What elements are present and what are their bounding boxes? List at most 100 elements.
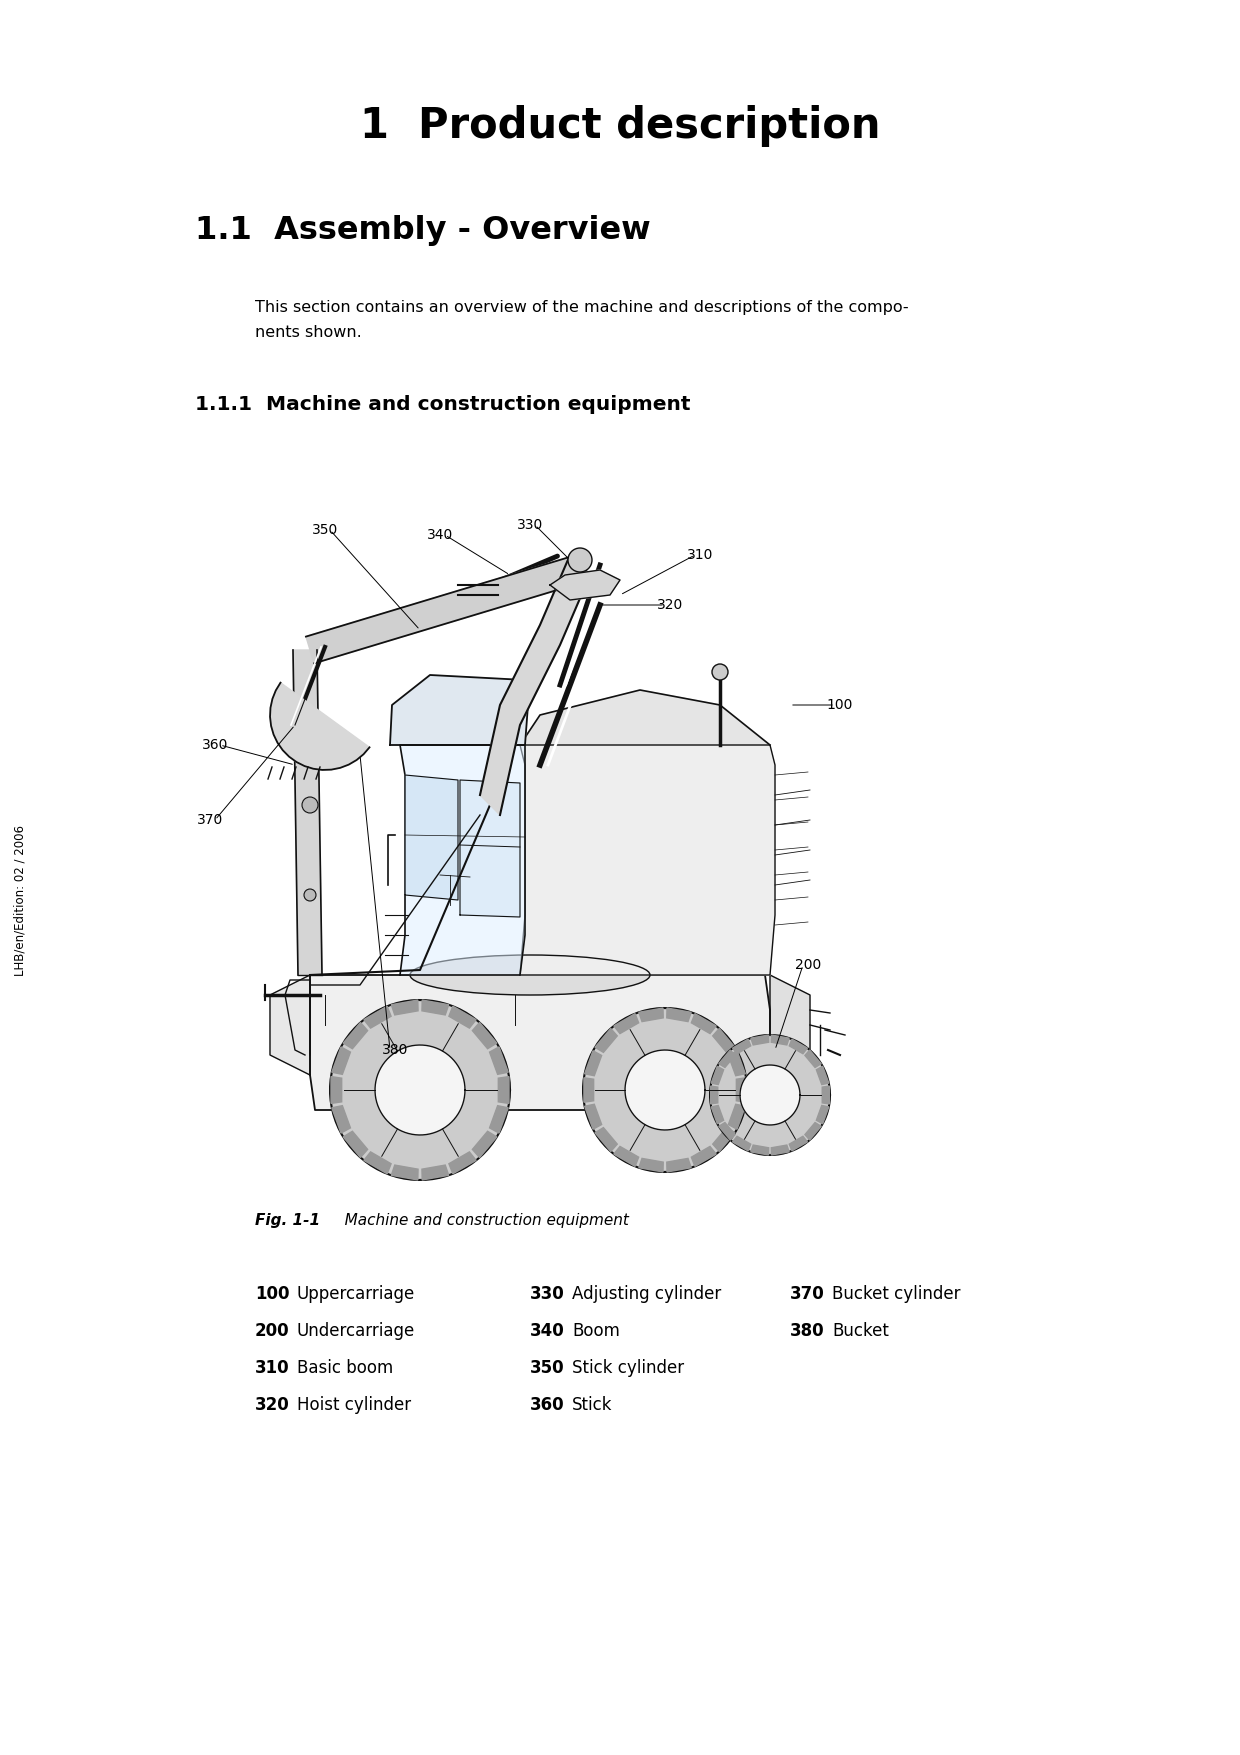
Text: 310: 310 [687, 548, 713, 562]
Polygon shape [490, 1048, 508, 1074]
Polygon shape [692, 1146, 717, 1167]
Text: Undercarriage: Undercarriage [298, 1322, 415, 1341]
Polygon shape [595, 1028, 618, 1053]
Polygon shape [790, 1135, 807, 1151]
Polygon shape [551, 570, 620, 600]
Text: Basic boom: Basic boom [298, 1358, 393, 1378]
Text: 380: 380 [790, 1322, 825, 1341]
Circle shape [568, 548, 591, 572]
Polygon shape [737, 1078, 746, 1102]
Text: 330: 330 [517, 518, 543, 532]
Text: 370: 370 [790, 1285, 825, 1302]
Polygon shape [790, 1039, 807, 1053]
Polygon shape [583, 1007, 746, 1172]
Polygon shape [751, 1144, 769, 1155]
Polygon shape [293, 649, 322, 976]
Text: 1.1  Assembly - Overview: 1.1 Assembly - Overview [195, 216, 651, 246]
Text: nents shown.: nents shown. [255, 325, 362, 340]
Polygon shape [719, 1123, 735, 1141]
Polygon shape [639, 1158, 663, 1172]
Polygon shape [332, 1048, 351, 1074]
Text: 340: 340 [529, 1322, 564, 1341]
Polygon shape [363, 1151, 391, 1174]
Polygon shape [625, 1049, 706, 1130]
Polygon shape [713, 1028, 735, 1053]
Polygon shape [692, 1014, 717, 1034]
Text: 320: 320 [657, 598, 683, 612]
Polygon shape [733, 1135, 750, 1151]
Polygon shape [822, 1086, 830, 1104]
Polygon shape [449, 1006, 476, 1028]
Polygon shape [584, 1104, 601, 1128]
Text: 370: 370 [197, 813, 223, 827]
Polygon shape [713, 1128, 735, 1151]
Polygon shape [771, 1144, 789, 1155]
Polygon shape [805, 1049, 821, 1067]
Polygon shape [751, 1035, 769, 1044]
Text: Adjusting cylinder: Adjusting cylinder [572, 1285, 722, 1302]
Text: 200: 200 [255, 1322, 290, 1341]
Polygon shape [520, 690, 770, 746]
Polygon shape [391, 676, 528, 746]
Text: 200: 200 [795, 958, 821, 972]
Polygon shape [639, 1007, 663, 1021]
Polygon shape [490, 1106, 508, 1134]
Polygon shape [711, 1035, 830, 1155]
Polygon shape [816, 1106, 828, 1123]
Polygon shape [712, 1106, 724, 1123]
Polygon shape [343, 1023, 367, 1049]
Text: Hoist cylinder: Hoist cylinder [298, 1395, 412, 1415]
Polygon shape [332, 1106, 351, 1134]
Text: Bucket cylinder: Bucket cylinder [832, 1285, 961, 1302]
Text: 360: 360 [202, 739, 228, 751]
Polygon shape [805, 1123, 821, 1141]
Text: 380: 380 [382, 1042, 408, 1057]
Polygon shape [422, 1165, 449, 1179]
Polygon shape [520, 746, 775, 976]
Text: 330: 330 [529, 1285, 564, 1302]
Polygon shape [728, 1104, 745, 1128]
Polygon shape [595, 1128, 618, 1151]
Circle shape [712, 663, 728, 679]
Polygon shape [740, 1065, 800, 1125]
Polygon shape [614, 1146, 639, 1167]
Polygon shape [306, 556, 579, 663]
Polygon shape [770, 976, 810, 1076]
Polygon shape [374, 1044, 465, 1135]
Text: 320: 320 [255, 1395, 290, 1415]
Polygon shape [460, 779, 520, 918]
Polygon shape [728, 1051, 745, 1076]
Polygon shape [331, 1076, 342, 1104]
Polygon shape [667, 1158, 691, 1172]
Text: Uppercarriage: Uppercarriage [298, 1285, 415, 1302]
Text: Stick cylinder: Stick cylinder [572, 1358, 684, 1378]
Text: Stick: Stick [572, 1395, 613, 1415]
Polygon shape [771, 1035, 789, 1044]
Polygon shape [584, 1051, 601, 1076]
Polygon shape [711, 1086, 718, 1104]
Polygon shape [719, 1049, 735, 1067]
Circle shape [304, 890, 316, 900]
Polygon shape [712, 1067, 724, 1085]
Polygon shape [363, 1006, 391, 1028]
Circle shape [303, 797, 317, 813]
Polygon shape [405, 776, 458, 900]
Text: 350: 350 [312, 523, 339, 537]
Polygon shape [498, 1076, 508, 1104]
Text: 360: 360 [529, 1395, 564, 1415]
Polygon shape [401, 746, 525, 976]
Text: 100: 100 [255, 1285, 289, 1302]
Polygon shape [422, 1000, 449, 1014]
Polygon shape [310, 976, 770, 1109]
Text: 1  Product description: 1 Product description [360, 105, 880, 147]
Polygon shape [392, 1165, 418, 1179]
Polygon shape [330, 1000, 510, 1179]
Text: Boom: Boom [572, 1322, 620, 1341]
Polygon shape [270, 683, 370, 770]
Ellipse shape [410, 955, 650, 995]
Text: Bucket: Bucket [832, 1322, 889, 1341]
Text: This section contains an overview of the machine and descriptions of the compo-: This section contains an overview of the… [255, 300, 909, 314]
Polygon shape [472, 1023, 497, 1049]
Polygon shape [816, 1067, 828, 1085]
Text: 350: 350 [529, 1358, 564, 1378]
